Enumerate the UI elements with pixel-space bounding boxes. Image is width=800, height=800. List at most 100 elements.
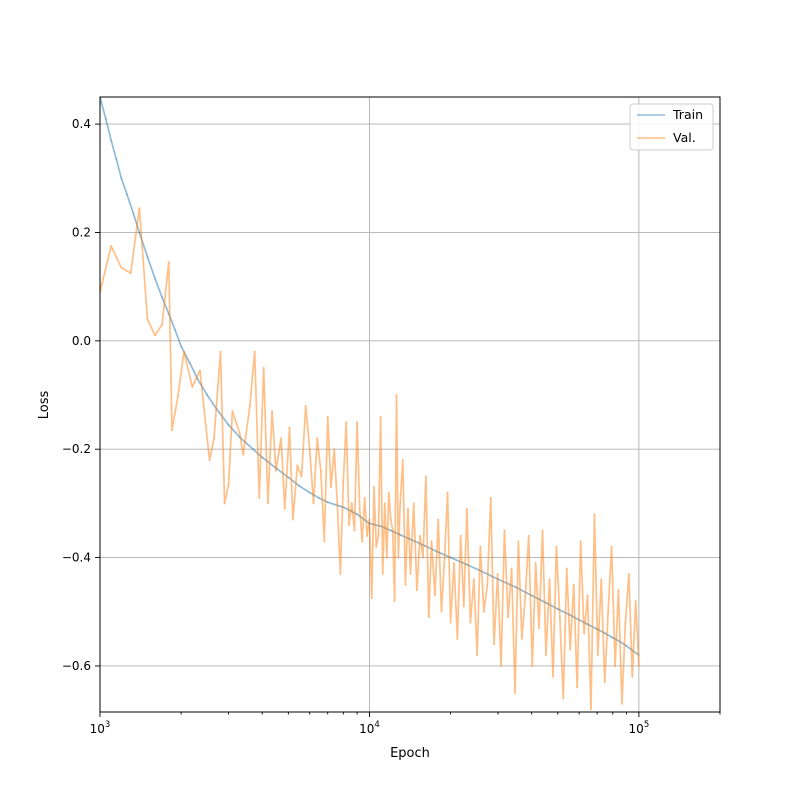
data-point-val [531, 665, 534, 667]
data-point-val [610, 545, 613, 548]
data-point-val [422, 556, 424, 559]
data-point-val [565, 567, 568, 570]
data-point-train [611, 636, 614, 639]
x-tick-base: 10 [90, 722, 105, 736]
plot-area [100, 97, 720, 712]
x-axis-label: Epoch [390, 746, 430, 761]
data-point-val [296, 464, 299, 467]
data-point-train [389, 529, 392, 532]
data-point-train [188, 361, 191, 364]
data-point-val [538, 627, 540, 629]
data-point-val [339, 573, 342, 575]
data-point-val [397, 556, 400, 559]
data-point-val [399, 502, 401, 505]
data-point-val [607, 610, 609, 613]
data-point-val [434, 594, 436, 597]
data-point-val [409, 573, 412, 575]
data-point-train [104, 117, 107, 120]
data-point-val [517, 540, 520, 543]
data-point-train [625, 645, 628, 647]
data-point-val [569, 648, 571, 651]
y-tick-label: 0.2 [72, 225, 91, 239]
series-points-val [100, 207, 640, 711]
data-point-val [154, 334, 156, 337]
series-layer [100, 97, 640, 711]
data-point-train [180, 345, 182, 348]
data-point-val [219, 350, 222, 353]
data-point-train [356, 513, 358, 516]
data-point-val [267, 502, 269, 505]
data-point-train [261, 456, 264, 459]
data-point-val [223, 502, 226, 505]
data-point-val [320, 470, 322, 472]
data-point-val [617, 589, 620, 591]
data-point-train [146, 256, 149, 258]
series-line-val [100, 207, 640, 711]
data-point-val [199, 369, 201, 372]
data-point-train [318, 497, 320, 499]
y-axis-label: Loss [37, 391, 52, 420]
data-point-val [326, 415, 329, 418]
data-point-val [316, 437, 319, 440]
data-point-train [298, 485, 301, 487]
data-point-val [342, 480, 345, 483]
data-point-val [437, 518, 440, 521]
data-point-val [521, 638, 523, 640]
data-point-val [253, 350, 256, 353]
y-tick-label: 0.0 [72, 334, 91, 348]
data-point-val [249, 405, 251, 407]
data-point-val [545, 654, 547, 656]
data-point-val [358, 508, 361, 510]
data-point-train [161, 296, 163, 299]
data-point-val [351, 502, 353, 505]
data-point-val [379, 415, 382, 418]
x-tick-exponent: 3 [105, 720, 110, 730]
data-point-val [191, 386, 194, 388]
y-tick-label: 0.4 [72, 117, 91, 131]
data-point-val [345, 421, 348, 423]
data-point-val [593, 513, 596, 516]
data-point-val [476, 654, 478, 656]
data-point-val [453, 562, 455, 564]
legend-label-val: Val. [673, 130, 696, 145]
data-point-val [425, 475, 427, 478]
data-point-val [624, 621, 627, 624]
data-point-val [534, 562, 537, 564]
data-point-val [300, 475, 303, 478]
data-point-train [110, 139, 112, 142]
plot-frame [99, 96, 721, 713]
x-tick-label: 104 [359, 720, 380, 736]
data-point-val [407, 508, 409, 510]
data-point-val [456, 638, 459, 640]
data-point-train [154, 277, 156, 280]
data-point-val [308, 448, 311, 451]
data-point-val [129, 272, 132, 274]
data-point-train [308, 491, 311, 494]
data-point-val [590, 708, 592, 711]
data-point-val [389, 518, 392, 521]
data-point-val [430, 540, 433, 543]
data-point-train [115, 158, 118, 161]
data-point-val [333, 448, 336, 451]
data-point-val [514, 692, 516, 694]
data-point-val [527, 535, 530, 537]
data-point-val [177, 394, 179, 396]
data-point-val [412, 502, 415, 505]
data-point-val [469, 621, 472, 624]
data-point-val [600, 578, 603, 581]
data-point-train [515, 586, 517, 589]
data-point-val [388, 491, 390, 494]
data-point-val [555, 545, 558, 548]
data-point-val [393, 600, 396, 602]
data-point-val [631, 675, 634, 678]
data-point-train [227, 424, 230, 426]
legend: Train Val. [629, 103, 714, 151]
data-point-val [183, 350, 185, 353]
data-point-val [463, 605, 465, 608]
data-point-val [383, 502, 386, 505]
data-point-val [262, 367, 265, 369]
data-point-val [258, 497, 261, 499]
data-point-train [530, 594, 533, 597]
data-point-val [363, 497, 366, 499]
